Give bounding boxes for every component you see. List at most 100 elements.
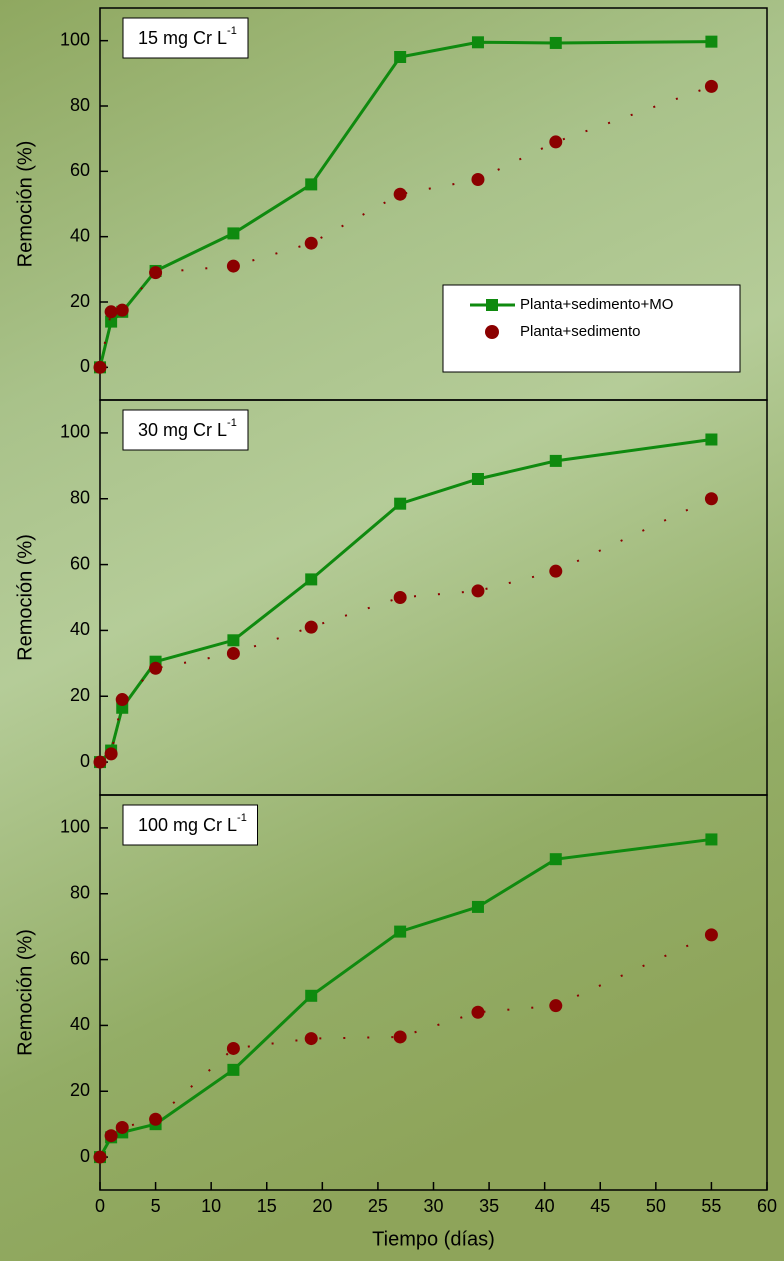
marker <box>549 135 563 149</box>
marker <box>549 564 563 578</box>
marker <box>305 989 318 1002</box>
marker <box>471 900 484 913</box>
marker <box>104 305 118 319</box>
marker <box>304 620 318 634</box>
y-tick-label: 60 <box>70 160 90 180</box>
y-tick-label: 40 <box>70 225 90 245</box>
marker <box>104 1129 118 1143</box>
x-tick-label: 55 <box>701 1196 721 1216</box>
marker <box>471 173 485 186</box>
y-tick-label: 40 <box>70 1014 90 1034</box>
legend-label: Planta+sedimento+MO <box>520 296 673 313</box>
y-tick-label: 60 <box>70 553 90 573</box>
annotation-sup: -1 <box>227 417 237 429</box>
y-tick-label: 60 <box>70 948 90 968</box>
y-axis-label: Remoción (%) <box>14 534 36 661</box>
marker <box>227 634 240 647</box>
marker <box>471 36 484 49</box>
y-axis-label: Remoción (%) <box>14 929 36 1056</box>
legend-label: Planta+sedimento <box>520 323 641 340</box>
marker <box>93 755 107 769</box>
marker <box>149 1112 163 1126</box>
series-line <box>99 933 712 1158</box>
marker <box>227 1063 240 1076</box>
marker <box>115 1120 129 1134</box>
x-tick-label: 15 <box>257 1196 277 1216</box>
y-axis-label: Remoción (%) <box>14 141 36 268</box>
marker <box>394 925 407 938</box>
marker <box>93 360 107 374</box>
marker <box>704 492 718 506</box>
marker <box>704 928 718 942</box>
annotation-text: 30 mg Cr L <box>138 420 227 440</box>
x-tick-label: 45 <box>590 1196 610 1216</box>
marker <box>705 35 718 48</box>
y-tick-label: 100 <box>60 29 90 49</box>
marker <box>304 236 318 250</box>
y-tick-label: 40 <box>70 619 90 639</box>
marker <box>104 747 118 761</box>
annotation: 15 mg Cr L-1 <box>138 25 237 48</box>
annotation-text: 100 mg Cr L <box>138 815 237 835</box>
y-tick-label: 80 <box>70 488 90 508</box>
marker <box>549 454 562 467</box>
x-tick-label: 20 <box>312 1196 332 1216</box>
x-tick-label: 25 <box>368 1196 388 1216</box>
annotation: 30 mg Cr L-1 <box>138 417 237 440</box>
y-tick-label: 20 <box>70 685 90 705</box>
marker <box>394 51 407 63</box>
marker <box>149 266 163 280</box>
x-tick-label: 5 <box>151 1196 161 1216</box>
y-tick-label: 20 <box>70 1080 90 1100</box>
x-tick-label: 30 <box>423 1196 443 1216</box>
marker <box>115 693 129 707</box>
y-tick-label: 100 <box>60 422 90 442</box>
legend-marker <box>486 299 498 311</box>
x-tick-label: 10 <box>201 1196 221 1216</box>
annotation-box <box>122 17 249 59</box>
y-tick-label: 0 <box>80 751 90 771</box>
marker <box>227 227 240 240</box>
marker <box>304 1032 318 1046</box>
marker <box>226 1041 240 1055</box>
marker <box>226 646 240 660</box>
marker <box>149 661 163 675</box>
annotation-sup: -1 <box>227 25 237 37</box>
x-tick-label: 35 <box>479 1196 499 1216</box>
series-line <box>98 438 712 764</box>
marker <box>226 259 240 273</box>
y-tick-label: 80 <box>70 883 90 903</box>
y-tick-label: 80 <box>70 95 90 115</box>
marker <box>305 573 318 586</box>
marker <box>393 187 407 201</box>
annotation-box <box>122 409 249 451</box>
x-tick-label: 50 <box>646 1196 666 1216</box>
x-tick-label: 0 <box>95 1196 105 1216</box>
y-tick-label: 20 <box>70 291 90 311</box>
annotation: 100 mg Cr L-1 <box>138 812 247 835</box>
annotation-sup: -1 <box>237 812 247 824</box>
marker <box>93 1150 107 1164</box>
annotation-box <box>122 804 258 846</box>
marker <box>549 36 562 49</box>
x-tick-label: 60 <box>757 1196 777 1216</box>
y-tick-label: 0 <box>80 1146 90 1166</box>
annotation-text: 15 mg Cr L <box>138 28 227 48</box>
marker <box>705 433 718 446</box>
y-tick-label: 0 <box>80 356 90 376</box>
legend-marker <box>485 325 499 339</box>
marker <box>105 315 118 328</box>
marker <box>471 584 485 598</box>
marker <box>115 303 129 317</box>
marker <box>305 178 318 191</box>
marker <box>393 591 407 604</box>
marker <box>549 853 562 866</box>
y-tick-label: 100 <box>60 817 90 837</box>
marker <box>549 999 563 1013</box>
marker <box>471 1005 485 1019</box>
marker <box>471 473 484 485</box>
marker <box>705 833 718 846</box>
